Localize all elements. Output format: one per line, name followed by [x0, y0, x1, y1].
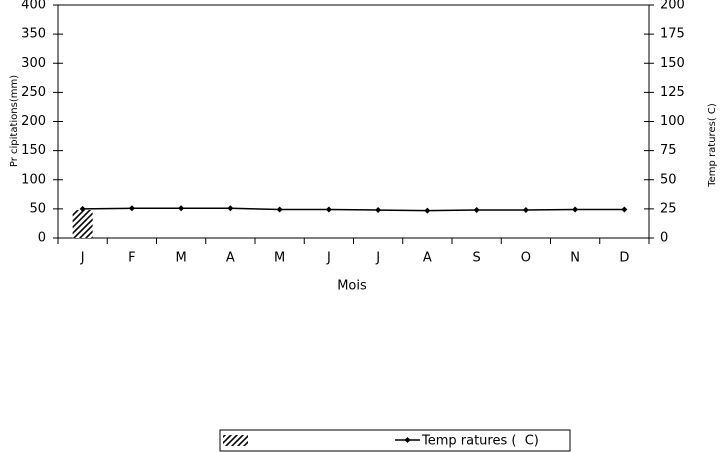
- y2-tick-label: 0: [660, 231, 668, 246]
- bar: [72, 210, 93, 238]
- y2-tick-label: 175: [660, 27, 685, 42]
- y2-tick-label: 50: [660, 172, 677, 187]
- y2-tick-label: 125: [660, 85, 685, 100]
- y-tick-label: 100: [21, 172, 46, 187]
- x-tick-label: F: [128, 251, 135, 266]
- x-tick-label: J: [326, 251, 331, 266]
- marker: [473, 207, 480, 214]
- x-tick-label: M: [274, 251, 285, 266]
- marker: [178, 205, 185, 212]
- x-tick-label: S: [472, 251, 480, 266]
- y-tick-label: 400: [21, 0, 46, 13]
- y-tick-label: 150: [21, 143, 46, 158]
- y2-tick-label: 25: [660, 201, 677, 216]
- marker: [621, 206, 628, 213]
- y2-tick-label: 200: [660, 0, 685, 13]
- y-tick-label: 50: [29, 201, 46, 216]
- y2-tick-label: 75: [660, 143, 677, 158]
- marker: [572, 206, 579, 213]
- y2-axis-title: Temp ratures( C): [707, 103, 718, 188]
- y-tick-label: 0: [38, 231, 46, 246]
- y-tick-label: 250: [21, 85, 46, 100]
- x-tick-label: J: [80, 251, 85, 266]
- y2-tick-label: 100: [660, 114, 685, 129]
- x-tick-label: A: [423, 251, 432, 266]
- marker: [375, 207, 382, 214]
- y-tick-label: 350: [21, 27, 46, 42]
- legend-swatch: [223, 435, 248, 446]
- x-tick-label: J: [375, 251, 380, 266]
- y-tick-label: 200: [21, 114, 46, 129]
- marker: [325, 206, 332, 213]
- marker: [424, 207, 431, 214]
- x-tick-label: D: [619, 251, 629, 266]
- x-tick-label: O: [521, 251, 531, 266]
- y2-tick-label: 150: [660, 56, 685, 71]
- x-tick-label: N: [570, 251, 580, 266]
- y-axis-title: Pr cipitations(mm): [9, 75, 20, 167]
- x-axis-title: Mois: [337, 279, 367, 294]
- line: [82, 207, 625, 212]
- marker: [128, 205, 135, 212]
- marker: [276, 206, 283, 213]
- marker: [227, 205, 234, 212]
- marker: [79, 205, 86, 212]
- marker: [522, 207, 529, 214]
- legend-label: Temp ratures ( C): [421, 434, 539, 449]
- x-tick-label: A: [226, 251, 235, 266]
- y-tick-label: 300: [21, 56, 46, 71]
- plot-frame: [57, 4, 650, 239]
- x-tick-label: M: [176, 251, 187, 266]
- legend-marker: [404, 437, 411, 443]
